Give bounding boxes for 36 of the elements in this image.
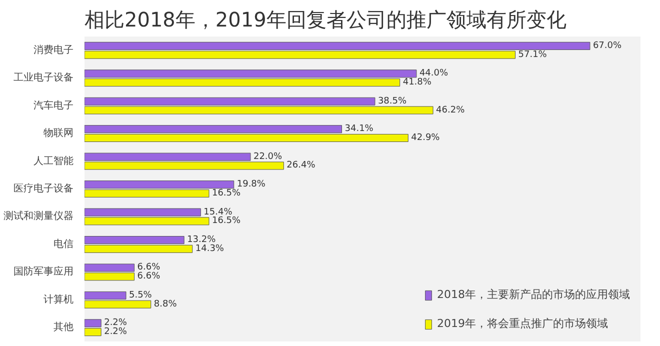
data-label: 16.5% bbox=[212, 188, 242, 198]
chart-title: 相比2018年，2019年回复者公司的推广领域有所变化 bbox=[84, 8, 566, 32]
y-tick-label: 工业电子设备 bbox=[14, 72, 74, 84]
data-label: 41.8% bbox=[402, 78, 432, 88]
data-label: 8.8% bbox=[154, 299, 178, 310]
y-tick-label: 人工智能 bbox=[34, 154, 74, 167]
y-tick-label: 国防军事应用 bbox=[14, 266, 74, 278]
y-tick-label: 消费电子 bbox=[34, 44, 74, 56]
y-tick-label: 测试和测量仪器 bbox=[4, 210, 74, 222]
data-label: 57.1% bbox=[518, 50, 548, 60]
data-label: 16.5% bbox=[212, 216, 242, 226]
data-label: 6.6% bbox=[137, 262, 161, 273]
data-label: 2.2% bbox=[104, 327, 128, 338]
data-label: 19.8% bbox=[236, 180, 266, 190]
data-label: 15.4% bbox=[204, 207, 233, 218]
y-tick-label: 物联网 bbox=[44, 127, 74, 140]
data-label: 22.0% bbox=[253, 152, 283, 162]
legend-label: 2018年，主要新产品的市场的应用领域 bbox=[437, 287, 630, 302]
y-tick-label: 计算机 bbox=[44, 293, 74, 306]
data-label: 67.0% bbox=[592, 40, 622, 51]
data-label: 26.4% bbox=[286, 160, 316, 171]
data-label: 38.5% bbox=[378, 96, 407, 106]
y-tick-label: 其他 bbox=[54, 321, 74, 334]
data-label: 14.3% bbox=[195, 244, 224, 254]
data-label: 46.2% bbox=[436, 105, 466, 116]
y-tick-label: 医疗电子设备 bbox=[14, 182, 74, 194]
data-label: 44.0% bbox=[419, 68, 448, 79]
data-label: 6.6% bbox=[137, 272, 161, 282]
y-tick-label: 电信 bbox=[54, 238, 74, 250]
y-tick-label: 汽车电子 bbox=[34, 99, 74, 112]
data-label: 42.9% bbox=[411, 132, 440, 143]
legend-label: 2019年，将会重点推广的市场领域 bbox=[437, 316, 608, 331]
data-label: 2.2% bbox=[104, 318, 128, 328]
data-label: 34.1% bbox=[344, 124, 374, 134]
data-label: 13.2% bbox=[187, 235, 216, 246]
data-label: 5.5% bbox=[128, 290, 152, 300]
